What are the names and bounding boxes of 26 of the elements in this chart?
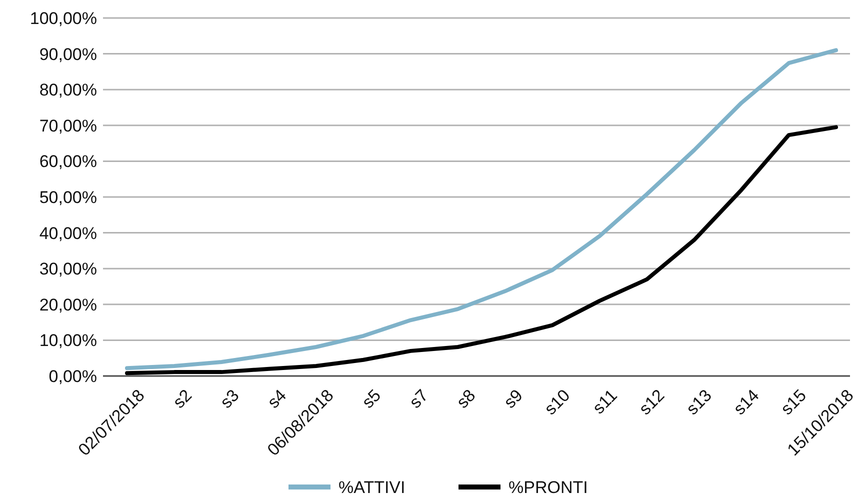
x-tick-label: s14: [730, 386, 763, 419]
x-tick-label: s7: [406, 386, 432, 412]
y-tick-label: 40,00%: [39, 224, 97, 243]
x-tick-label: s2: [169, 386, 196, 412]
y-tick-label: 10,00%: [39, 331, 97, 350]
legend-label: %PRONTI: [508, 478, 588, 497]
y-tick-label: 30,00%: [39, 260, 97, 279]
x-tick-label: s13: [682, 386, 716, 419]
y-tick-label: 90,00%: [39, 44, 97, 64]
y-tick-label: 80,00%: [39, 80, 97, 100]
x-tick-label: s10: [540, 386, 574, 419]
x-tick-label: s8: [452, 386, 480, 412]
x-tick-label: s5: [358, 386, 385, 412]
line-series: [125, 48, 838, 370]
legend-label: %ATTIVI: [338, 478, 406, 497]
y-tick-label: 100,00%: [30, 8, 97, 28]
x-tick-label: s12: [635, 386, 668, 419]
y-tick-label: 0,00%: [48, 366, 97, 386]
y-tick-label: 70,00%: [39, 116, 97, 136]
y-tick-label: 60,00%: [39, 152, 97, 172]
x-tick-label: s3: [216, 386, 243, 412]
line-series: [125, 125, 838, 376]
y-tick-label: 20,00%: [39, 295, 97, 314]
x-tick-label: s9: [500, 386, 526, 412]
x-tick-label: s11: [588, 386, 621, 418]
y-tick-label: 50,00%: [39, 188, 97, 207]
